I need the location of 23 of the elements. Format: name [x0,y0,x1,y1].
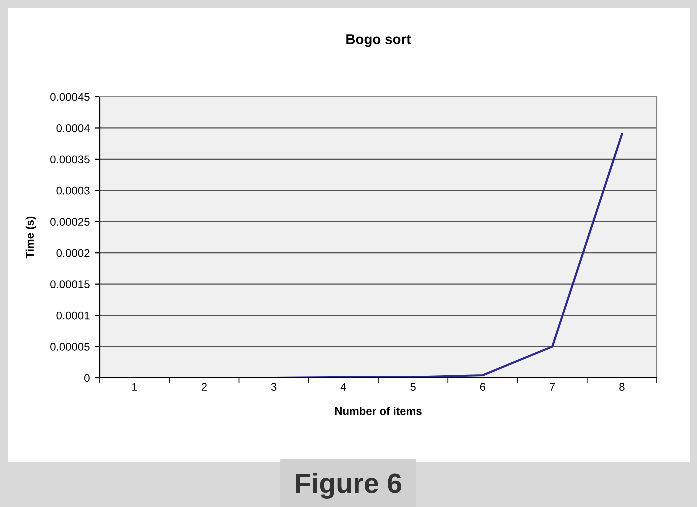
y-tick-label: 0.00045 [50,93,90,102]
y-tick-label: 0.0001 [56,312,90,320]
y-tick-label: 0.0003 [56,186,90,195]
y-tick-label: 0.00035 [50,156,90,164]
y-tick-label: 0.0004 [56,124,90,132]
line-series [134,133,624,378]
chart-title: Bogo sort [346,34,412,48]
y-tick-label: 0.00025 [50,218,90,226]
x-tick-label: 5 [410,383,416,392]
y-tick-label: 0 [84,374,90,382]
x-tick-label: 3 [271,383,277,392]
x-tick-label: 4 [340,383,346,391]
y-axis-title: Time (s) [26,216,36,259]
caption: Figure 6 [296,472,402,500]
y-tick-label: 0.0002 [56,249,90,258]
x-axis-title: Number of items [335,407,422,416]
x-tick-label: 6 [480,383,486,392]
y-tick-label: 0.00015 [50,280,90,288]
x-tick-label: 7 [550,383,556,391]
x-tick-label: 8 [620,383,625,392]
y-tick-label: 0.00005 [50,343,90,351]
x-tick-label: 1 [132,383,138,391]
x-tick-label: 2 [202,383,207,391]
